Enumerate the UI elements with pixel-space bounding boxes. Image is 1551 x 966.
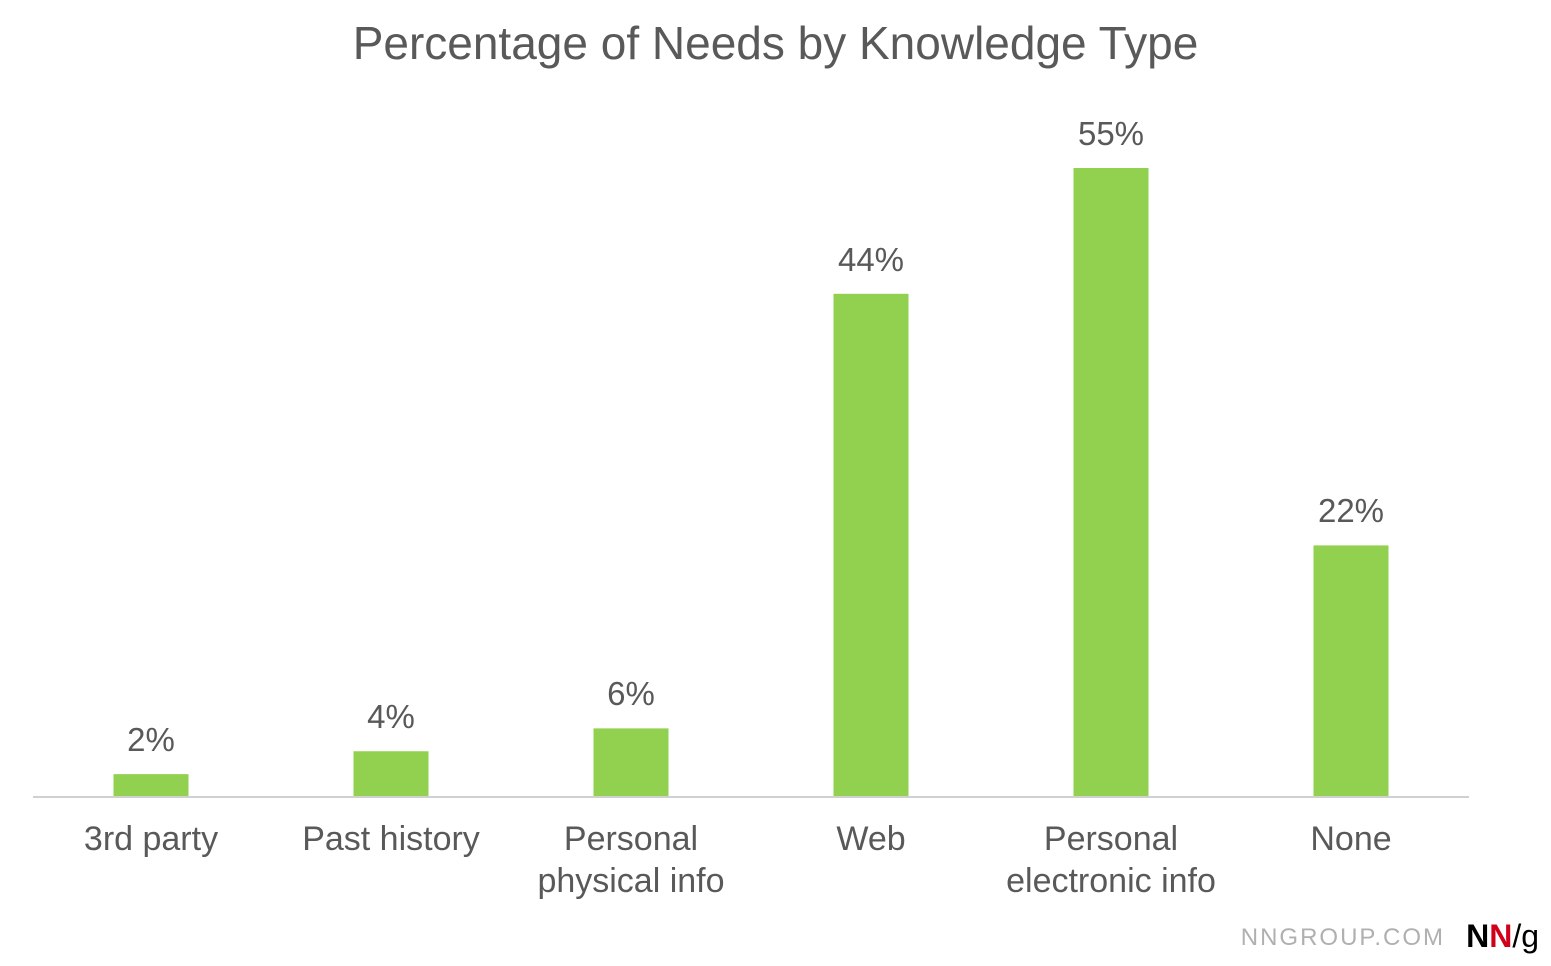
x-tick-label: Web [836,820,906,858]
value-label: 6% [607,675,655,713]
bar [833,293,909,797]
x-tick-label: Personal physical info [537,820,725,900]
x-tick-label: 3rd party [83,820,219,858]
logo-n1: N [1466,918,1490,954]
value-label: 44% [837,240,905,278]
logo-n2: N [1489,918,1513,954]
logo: NN/g [1466,918,1539,955]
value-label: 2% [127,721,175,759]
bar [1073,168,1149,797]
bar [1313,545,1389,797]
bar [593,728,669,797]
bar [113,774,189,797]
value-label: 55% [1077,115,1145,152]
x-tick-label: None [1310,820,1392,858]
value-label: 22% [1317,492,1385,530]
bar [353,751,429,797]
site-name: NNGROUP.COM [1240,924,1445,951]
logo-g: /g [1512,918,1539,954]
x-tick-label: Personal electronic info [1006,820,1216,900]
chart-title: Percentage of Needs by Knowledge Type [352,17,1199,69]
x-tick-label: Past history [302,820,480,858]
value-label: 4% [367,698,415,736]
